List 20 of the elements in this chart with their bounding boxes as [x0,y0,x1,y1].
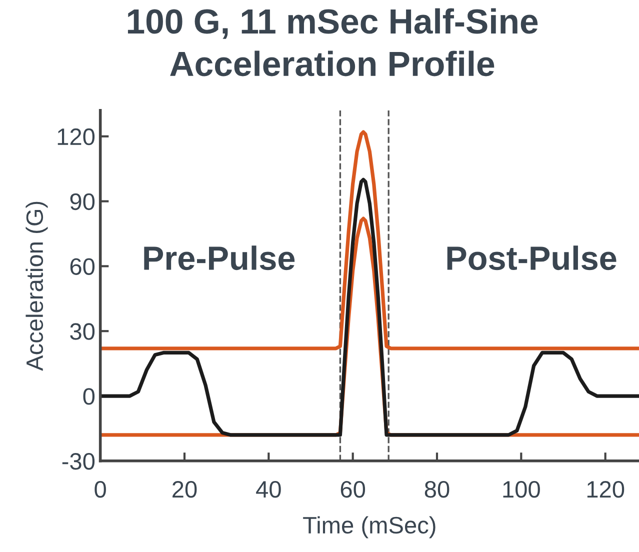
y-tick-label: 90 [70,193,95,210]
x-tick-label: 20 [172,480,197,498]
x-tick-label: 40 [256,480,281,498]
line-series [100,178,639,437]
y-tick-label: -30 [62,452,95,470]
y-tick-label: 120 [58,128,95,146]
x-tick-label: 80 [424,480,450,498]
x-tick-label: 120 [587,480,624,498]
y-tick-label: 30 [70,323,95,340]
x-tick-label: 100 [503,480,540,498]
x-tick-label: 0 [94,480,106,498]
x-axis-title: Time (mSec) [303,516,436,538]
y-axis-title: Acceleration (G) [26,202,48,371]
annotation: Pre-Pulse [144,246,295,270]
x-tick-label: 60 [340,480,366,498]
line-series [100,130,639,350]
chart-title: 100 G, 11 mSec Half-Sine Acceleration Profile [128,8,538,76]
annotation: Post-Pulse [447,246,616,270]
y-tick-label: 60 [70,258,95,275]
y-tick-label: 0 [83,388,95,405]
